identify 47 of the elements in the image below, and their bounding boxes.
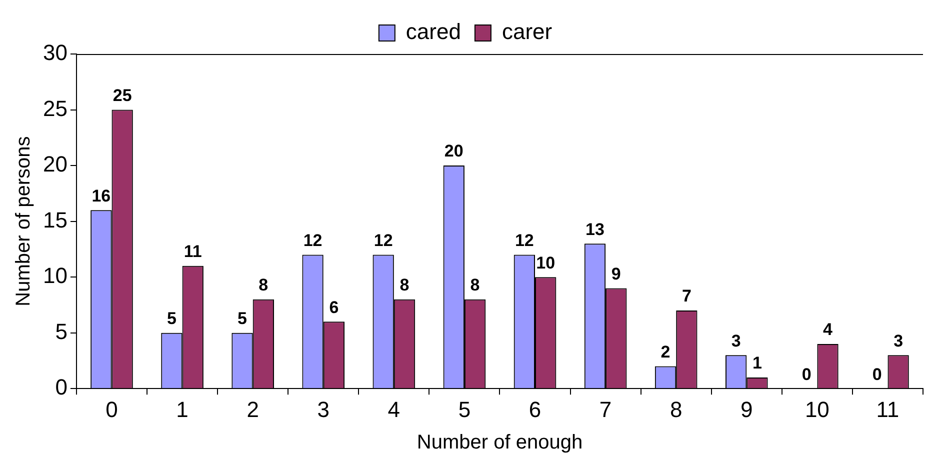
data-label: 2 [660, 342, 670, 362]
data-label: 8 [400, 276, 410, 295]
data-label: 4 [823, 320, 834, 340]
x-tick-label: 11 [876, 396, 900, 422]
data-label: 8 [470, 276, 480, 295]
x-tick-label: 7 [599, 396, 612, 422]
x-tick-label: 10 [804, 396, 830, 422]
x-tick-label: 1 [176, 396, 188, 422]
x-tick-label: 3 [317, 396, 330, 422]
y-tick-label: 10 [42, 263, 68, 288]
x-tick-label: 6 [528, 396, 542, 422]
data-label: 0 [802, 364, 812, 384]
data-label: 25 [112, 86, 132, 105]
x-axis-title: Number of enough [416, 432, 583, 454]
data-label: 11 [184, 242, 202, 262]
legend-label: carer [502, 19, 552, 44]
data-label: 1 [752, 354, 762, 373]
data-label: 7 [682, 286, 692, 306]
y-tick-label: 25 [42, 96, 68, 121]
legend-label: cared [406, 19, 461, 44]
data-label: 8 [258, 276, 268, 295]
y-tick-label: 30 [42, 40, 68, 66]
data-label: 9 [611, 264, 621, 284]
y-axis-title: Number of persons [12, 136, 35, 306]
data-label: 10 [536, 253, 556, 272]
data-label: 3 [731, 331, 741, 350]
x-tick-label: 8 [670, 396, 682, 422]
x-tick-label: 2 [246, 396, 259, 422]
data-label: 5 [238, 309, 247, 328]
y-tick-label: 0 [55, 374, 68, 400]
y-tick-label: 5 [55, 318, 68, 344]
data-label: 20 [444, 142, 464, 161]
data-label: 12 [374, 230, 393, 250]
data-label: 12 [514, 230, 534, 250]
data-label: 0 [872, 364, 882, 384]
data-label: 3 [894, 331, 904, 350]
x-tick-label: 4 [388, 396, 400, 422]
data-label: 5 [166, 309, 176, 328]
x-tick-label: 5 [458, 396, 471, 422]
data-label: 13 [586, 220, 604, 239]
x-tick-label: 0 [106, 396, 118, 422]
y-tick-label: 15 [42, 207, 68, 232]
data-label: 16 [92, 186, 111, 206]
x-tick-label: 9 [740, 396, 753, 422]
y-tick-label: 20 [42, 152, 68, 177]
data-label: 12 [303, 230, 322, 250]
data-label: 6 [329, 298, 339, 317]
